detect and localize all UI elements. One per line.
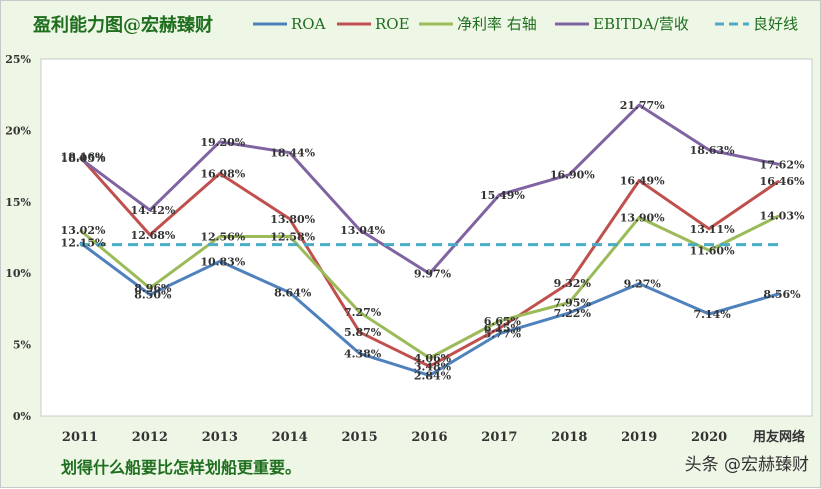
data-label-net-margin: 12.56% — [200, 231, 245, 244]
data-label-roe: 6.15% — [484, 322, 522, 335]
legend-label-roa: ROA — [291, 15, 326, 33]
x-tick-label: 2014 — [272, 430, 308, 445]
x-tick-label: 用友网络 — [752, 429, 805, 445]
legend-label-ebitda: EBITDA/营收 — [593, 15, 689, 33]
data-label-net-margin: 8.96% — [134, 282, 172, 295]
x-tick-label: 2013 — [202, 430, 238, 445]
data-label-roe: 16.46% — [760, 175, 805, 188]
data-label-net-margin: 11.60% — [690, 244, 735, 257]
data-label-roa: 4.38% — [344, 347, 382, 360]
data-label-roe: 3.48% — [414, 360, 452, 373]
chart-title: 盈利能力图@宏赫臻财 — [32, 14, 213, 36]
x-tick-label: 2016 — [411, 430, 447, 445]
data-label-roa: 8.64% — [274, 287, 312, 300]
data-label-roa: 8.50% — [134, 289, 172, 302]
data-label-roa: 9.27% — [624, 278, 662, 291]
data-label-roe: 9.32% — [554, 277, 592, 290]
data-labels-layer: 12.15% 8.50% 10.83% 8.64% 4.38% 2.84% 5.77% 7.2… — [61, 99, 805, 382]
x-tick-label: 2018 — [551, 430, 587, 445]
y-tick-label: 20% — [5, 124, 31, 137]
data-label-roa: 12.15% — [61, 236, 106, 249]
x-tick-label: 2015 — [342, 430, 378, 445]
x-tick-label: 2017 — [481, 430, 517, 445]
data-label-net-margin: 13.02% — [61, 224, 106, 237]
y-tick-label: 5% — [13, 339, 32, 352]
data-label-roa: 10.83% — [200, 255, 245, 268]
data-label-ebitda: 13.04% — [340, 224, 385, 237]
data-label-ebitda: 9.97% — [414, 268, 452, 281]
data-label-roe: 13.80% — [270, 213, 315, 226]
data-label-roe: 12.68% — [130, 229, 175, 242]
data-label-roa: 8.56% — [763, 288, 801, 301]
data-label-net-margin: 7.27% — [344, 306, 382, 319]
data-label-ebitda: 18.63% — [690, 144, 735, 157]
data-label-ebitda: 19.20% — [200, 136, 245, 149]
series-line-roe — [78, 155, 780, 368]
series-layer — [78, 103, 780, 377]
x-tick-label: 2011 — [62, 430, 98, 445]
data-label-net-margin: 7.95% — [554, 296, 592, 309]
footer-quote: 划得什么船要比怎样划船更重要。 — [61, 458, 301, 477]
data-label-ebitda: 15.49% — [480, 189, 525, 202]
data-label-net-margin: 13.90% — [620, 212, 665, 225]
data-label-ebitda: 18.44% — [270, 147, 315, 160]
data-label-roe: 5.87% — [344, 326, 382, 339]
legend: ROA ROE 净利率 右轴 EBITDA/营收 良好线 — [253, 15, 798, 33]
y-tick-label: 10% — [5, 267, 31, 280]
y-tick-label: 15% — [5, 196, 31, 209]
data-label-roa: 5.77% — [484, 328, 522, 341]
legend-label-roe: ROE — [375, 15, 410, 33]
y-tick-label: 0% — [13, 410, 32, 423]
legend-label-net-margin: 净利率 右轴 — [457, 15, 537, 33]
data-label-roa: 2.84% — [414, 369, 452, 382]
data-label-ebitda: 21.77% — [620, 99, 665, 112]
data-label-roa: 7.22% — [554, 307, 592, 320]
x-tick-label: 2019 — [621, 430, 657, 445]
data-label-net-margin: 6.65% — [484, 315, 522, 328]
data-label-roa: 7.14% — [693, 308, 731, 321]
data-label-net-margin: 4.06% — [414, 352, 452, 365]
x-tick-label: 2020 — [691, 430, 727, 445]
data-label-ebitda: 17.62% — [760, 158, 805, 171]
data-label-ebitda: 14.42% — [130, 204, 175, 217]
y-tick-label: 25% — [5, 53, 31, 66]
axes: 0% 5% 10% 15% 20% 25% 2011 2012 2013 2014 2015 2016… — [5, 53, 805, 445]
data-label-net-margin: 14.03% — [760, 210, 805, 223]
data-label-roe: 13.11% — [690, 223, 735, 236]
series-line-net-margin — [79, 214, 780, 360]
data-label-roe: 18.16% — [61, 151, 106, 164]
legend-label-good-line: 良好线 — [753, 15, 798, 33]
data-label-net-margin: 12.58% — [270, 230, 315, 243]
series-line-roa — [79, 241, 780, 377]
data-label-roe: 16.49% — [620, 175, 665, 188]
data-label-ebitda: 18.05% — [61, 152, 106, 165]
series-line-ebitda — [79, 103, 780, 276]
x-tick-label: 2012 — [132, 430, 168, 445]
data-label-ebitda: 16.90% — [550, 169, 595, 182]
watermark: 头条 @宏赫臻财 — [685, 455, 809, 475]
data-label-roe: 16.98% — [200, 168, 245, 181]
